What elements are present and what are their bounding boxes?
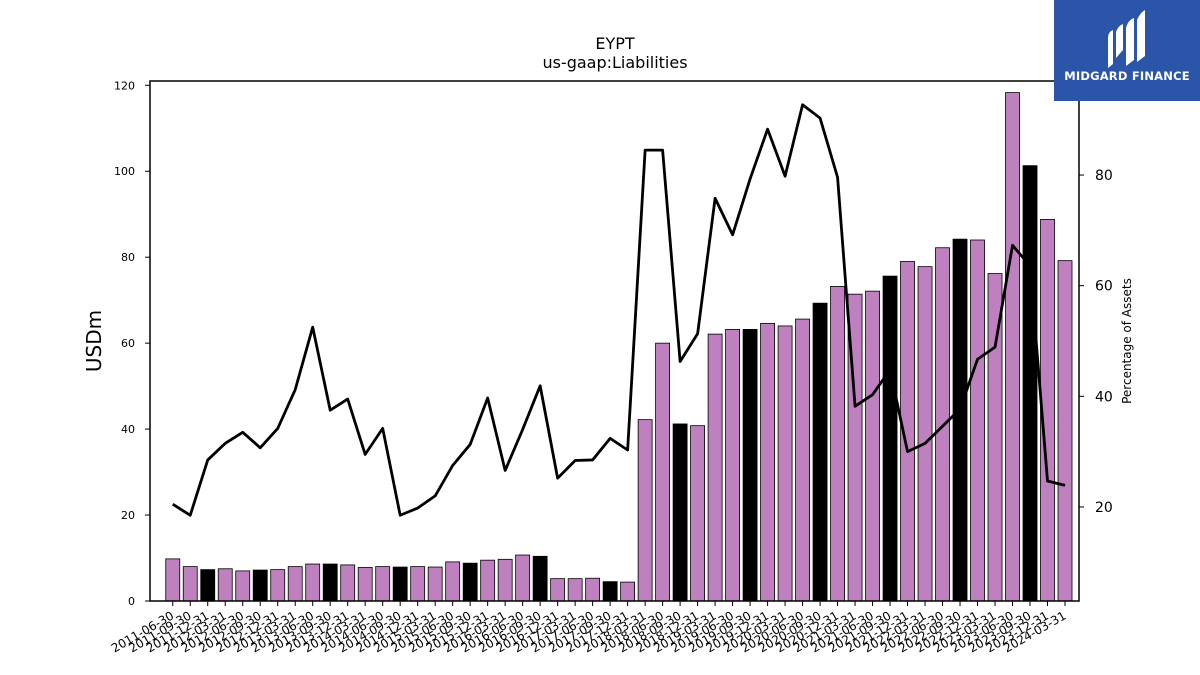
bar (585, 577, 601, 602)
y-tick-label: 100 (114, 165, 135, 178)
bar (235, 570, 251, 602)
bar (515, 554, 531, 602)
chart-title: EYPT (595, 34, 635, 53)
bar (917, 266, 933, 602)
bar (830, 286, 845, 602)
bar (252, 569, 268, 602)
brand-name: MIDGARD FINANCE (1064, 69, 1190, 83)
midgard-logo-icon (1108, 10, 1145, 68)
bar (480, 559, 496, 602)
bar (462, 562, 478, 602)
y2-tick-label: 80 (1095, 168, 1113, 184)
bar (865, 290, 880, 602)
bar (357, 567, 373, 602)
bar (725, 328, 740, 602)
bars-group (165, 92, 1073, 602)
bar (655, 342, 671, 602)
brand-logo: MIDGARD FINANCE (1054, 0, 1200, 101)
bar (1022, 165, 1038, 602)
y2-tick-label: 20 (1095, 500, 1113, 516)
y2-axis-label: Percentage of Assets (1120, 278, 1134, 404)
bar (182, 566, 198, 602)
bar (1005, 92, 1020, 602)
bar (602, 581, 618, 602)
bar (672, 423, 688, 602)
bar (305, 563, 321, 602)
bar (690, 425, 705, 602)
y2-tick-label: 60 (1095, 279, 1113, 295)
bar (200, 569, 216, 602)
y-tick-label: 0 (128, 595, 135, 608)
bar (550, 578, 566, 602)
y-tick-label: 60 (121, 337, 135, 350)
bar (760, 322, 775, 602)
bar (567, 578, 583, 602)
bar (620, 581, 636, 602)
y-tick-label: 20 (121, 509, 135, 522)
bar (882, 275, 898, 602)
bar (165, 558, 181, 602)
bar (532, 555, 548, 602)
bar (375, 566, 391, 602)
bar (410, 566, 426, 602)
left-axis-ticks: 0 20 40 60 80 100 120 (114, 79, 150, 608)
plot-frame (149, 80, 1080, 602)
y-tick-label: 40 (121, 423, 135, 436)
bar (707, 333, 723, 602)
chart-subtitle: us-gaap:Liabilities (542, 53, 687, 72)
percentage-line (171, 103, 1066, 517)
bar (1057, 260, 1073, 602)
bar (777, 325, 793, 602)
y2-tick-label: 40 (1095, 389, 1113, 405)
line-group (171, 103, 1066, 517)
y-axis-label: USDm (82, 310, 106, 372)
bar (287, 566, 303, 602)
bar (340, 564, 356, 602)
bar (637, 419, 653, 602)
bar (445, 561, 461, 602)
x-axis-ticks: 2011-06-302011-09-302011-12-312012-03-31… (109, 601, 1069, 655)
bar (812, 302, 828, 602)
bar (392, 566, 408, 602)
bar (952, 238, 968, 602)
bar (217, 568, 233, 602)
bar (795, 318, 810, 602)
bar (497, 558, 513, 602)
y-tick-label: 120 (114, 79, 135, 92)
bar (970, 239, 985, 602)
right-axis-ticks: 20 40 60 80 (1079, 168, 1113, 516)
y-tick-label: 80 (121, 251, 135, 264)
bar (270, 569, 286, 602)
bar (427, 566, 443, 602)
bar (742, 328, 758, 602)
bar (322, 563, 338, 602)
